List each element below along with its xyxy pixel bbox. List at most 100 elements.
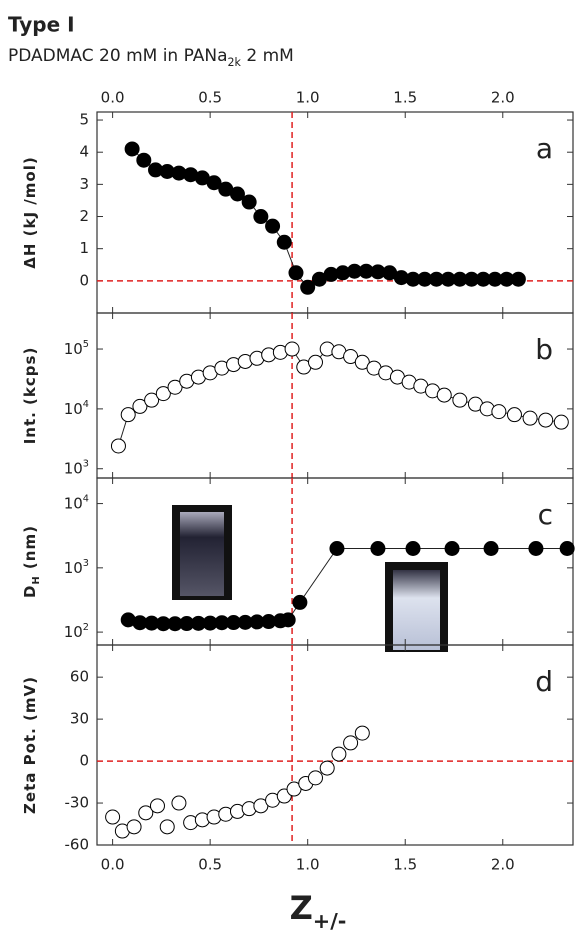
y-tick-label: -30 <box>65 794 90 812</box>
text-part: ΔH (kJ /mol) <box>21 156 39 268</box>
x-tick-label: 1.0 <box>296 89 320 107</box>
x-tick-label: 1.5 <box>393 856 417 874</box>
data-point <box>329 540 345 556</box>
data-point <box>553 414 569 430</box>
y-tick-label: 0 <box>79 271 89 289</box>
data-point <box>307 354 323 370</box>
data-point <box>491 404 507 420</box>
y-tick-label: -60 <box>65 836 90 854</box>
y-tick-label: 102 <box>64 622 89 641</box>
tick-exponent: 4 <box>83 493 89 504</box>
data-point <box>319 760 335 776</box>
data-point <box>124 141 140 157</box>
data-point <box>452 392 468 408</box>
text-part: D <box>21 584 39 597</box>
data-point <box>138 805 154 821</box>
data-point <box>253 209 269 225</box>
y-axis-label: Zeta Pot. (mV) <box>21 676 39 814</box>
data-point <box>280 612 296 628</box>
data-point <box>370 540 386 556</box>
text-part: Z <box>290 889 313 927</box>
tick-base: 10 <box>64 494 83 512</box>
data-point <box>405 540 421 556</box>
subscript: H <box>31 575 42 584</box>
data-point <box>528 540 544 556</box>
tick-base: 10 <box>64 340 83 358</box>
data-point <box>110 438 126 454</box>
subscript: +/- <box>313 909 347 933</box>
tick-exponent: 4 <box>83 398 89 409</box>
data-point <box>284 341 300 357</box>
text-part: PDADMAC 20 mM in PANa <box>8 46 228 66</box>
y-tick-label: 4 <box>79 143 89 161</box>
data-point <box>206 175 222 191</box>
data-point <box>144 392 160 408</box>
y-axis-label: ΔH (kJ /mol) <box>21 156 39 268</box>
x-tick-label: 1.5 <box>393 89 417 107</box>
data-point <box>167 379 183 395</box>
y-tick-label: 2 <box>79 207 89 225</box>
x-axis-label: Z+/- <box>290 889 347 933</box>
data-point <box>105 809 121 825</box>
data-point <box>241 194 257 210</box>
vial-photo <box>385 562 448 652</box>
data-point <box>444 540 460 556</box>
y-tick-label: 60 <box>70 668 89 686</box>
data-point <box>292 594 308 610</box>
text-part: 2 mM <box>241 46 294 66</box>
tick-base: 10 <box>64 399 83 417</box>
data-point <box>288 265 304 281</box>
x-tick-label: 2.0 <box>491 89 515 107</box>
data-point <box>229 186 245 202</box>
y-tick-label: 30 <box>70 710 89 728</box>
y-tick-label: 105 <box>64 339 89 358</box>
vial-photo <box>172 505 232 600</box>
tick-exponent: 2 <box>83 622 89 633</box>
data-point <box>136 152 152 168</box>
y-axis-label: DH (nm) <box>21 525 42 598</box>
subscript: 2k <box>228 56 242 69</box>
y-tick-label: 103 <box>64 557 89 576</box>
y-tick-label: 103 <box>64 458 89 477</box>
data-point <box>171 795 187 811</box>
data-point <box>265 218 281 234</box>
x-tick-label: 0.5 <box>198 856 222 874</box>
subtitle: PDADMAC 20 mM in PANa2k 2 mM <box>8 46 294 69</box>
y-tick-label: 104 <box>64 398 89 417</box>
panel-letter: d <box>535 665 553 698</box>
text-part: Zeta Pot. (mV) <box>21 676 39 814</box>
data-point <box>149 798 165 814</box>
data-point <box>510 271 526 287</box>
data-point <box>126 819 142 835</box>
text-part: (nm) <box>21 525 39 575</box>
x-tick-label: 0.5 <box>198 89 222 107</box>
panel-letter: b <box>535 333 553 366</box>
y-tick-label: 104 <box>64 493 89 512</box>
data-point <box>483 540 499 556</box>
panel-letter: c <box>538 498 553 531</box>
x-tick-label: 0.0 <box>101 89 125 107</box>
data-point <box>522 410 538 426</box>
tick-base: 10 <box>64 623 83 641</box>
data-point <box>559 540 575 556</box>
y-tick-label: 0 <box>79 752 89 770</box>
tick-base: 10 <box>64 558 83 576</box>
data-point <box>354 725 370 741</box>
tick-exponent: 5 <box>83 339 89 350</box>
data-line <box>117 348 562 447</box>
data-point <box>155 386 171 402</box>
data-point <box>120 407 136 423</box>
data-point <box>538 412 554 428</box>
y-tick-label: 5 <box>79 111 89 129</box>
y-tick-label: 1 <box>79 239 89 257</box>
plot-frame <box>96 644 574 846</box>
data-point <box>331 746 347 762</box>
tick-exponent: 3 <box>83 458 89 469</box>
text-part: Int. (kcps) <box>21 347 39 445</box>
data-point <box>300 279 316 295</box>
x-tick-label: 2.0 <box>491 856 515 874</box>
y-tick-label: 3 <box>79 175 89 193</box>
tick-exponent: 3 <box>83 557 89 568</box>
panel-letter: a <box>536 132 553 165</box>
